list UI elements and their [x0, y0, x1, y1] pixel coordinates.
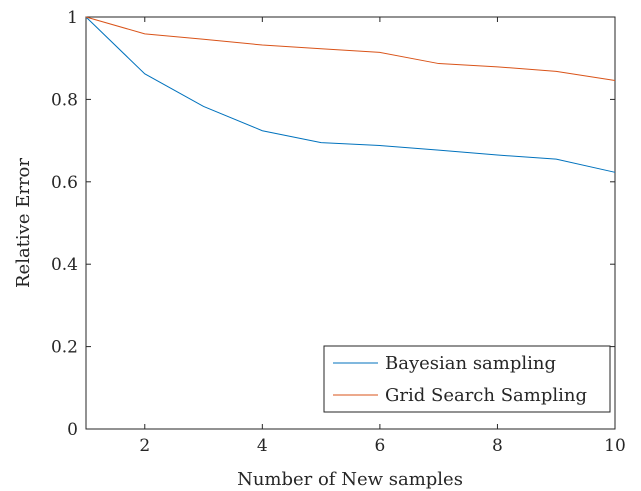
x-tick-label: 6: [374, 436, 385, 456]
tick-labels: 2 4 6 8 10 0 0.2 0.4 0.6 0.8 1: [51, 8, 626, 456]
y-tick-label: 0.4: [51, 255, 78, 275]
legend-box: [323, 345, 611, 413]
series-line-bayesian: [85, 16, 616, 173]
legend-label-bayesian: Bayesian sampling: [385, 353, 556, 374]
y-tick-label: 1: [67, 8, 78, 28]
y-tick-label: 0.2: [51, 338, 78, 358]
x-tick-label: 10: [604, 436, 626, 456]
y-tick-label: 0: [67, 420, 78, 440]
legend: Bayesian sampling Grid Search Sampling: [323, 345, 611, 413]
legend-label-grid-search: Grid Search Sampling: [385, 385, 587, 406]
y-tick-label: 0.6: [51, 173, 78, 193]
x-tick-label: 2: [139, 436, 150, 456]
x-tick-label: 8: [492, 436, 503, 456]
series-lines: [85, 16, 616, 173]
series-line-grid-search: [85, 16, 616, 81]
x-tick-label: 4: [257, 436, 268, 456]
x-axis-label: Number of New samples: [237, 469, 463, 490]
y-axis-label: Relative Error: [13, 158, 34, 288]
y-tick-label: 0.8: [51, 90, 78, 110]
